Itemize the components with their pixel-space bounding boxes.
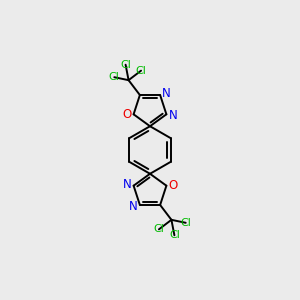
Text: Cl: Cl (120, 60, 131, 70)
Text: N: N (169, 109, 177, 122)
Text: O: O (122, 108, 132, 121)
Text: O: O (168, 179, 178, 192)
Text: Cl: Cl (109, 72, 120, 82)
Text: Cl: Cl (136, 66, 146, 76)
Text: N: N (162, 87, 171, 100)
Text: N: N (123, 178, 131, 191)
Text: Cl: Cl (154, 224, 164, 234)
Text: Cl: Cl (180, 218, 191, 228)
Text: N: N (129, 200, 138, 213)
Text: Cl: Cl (169, 230, 180, 240)
